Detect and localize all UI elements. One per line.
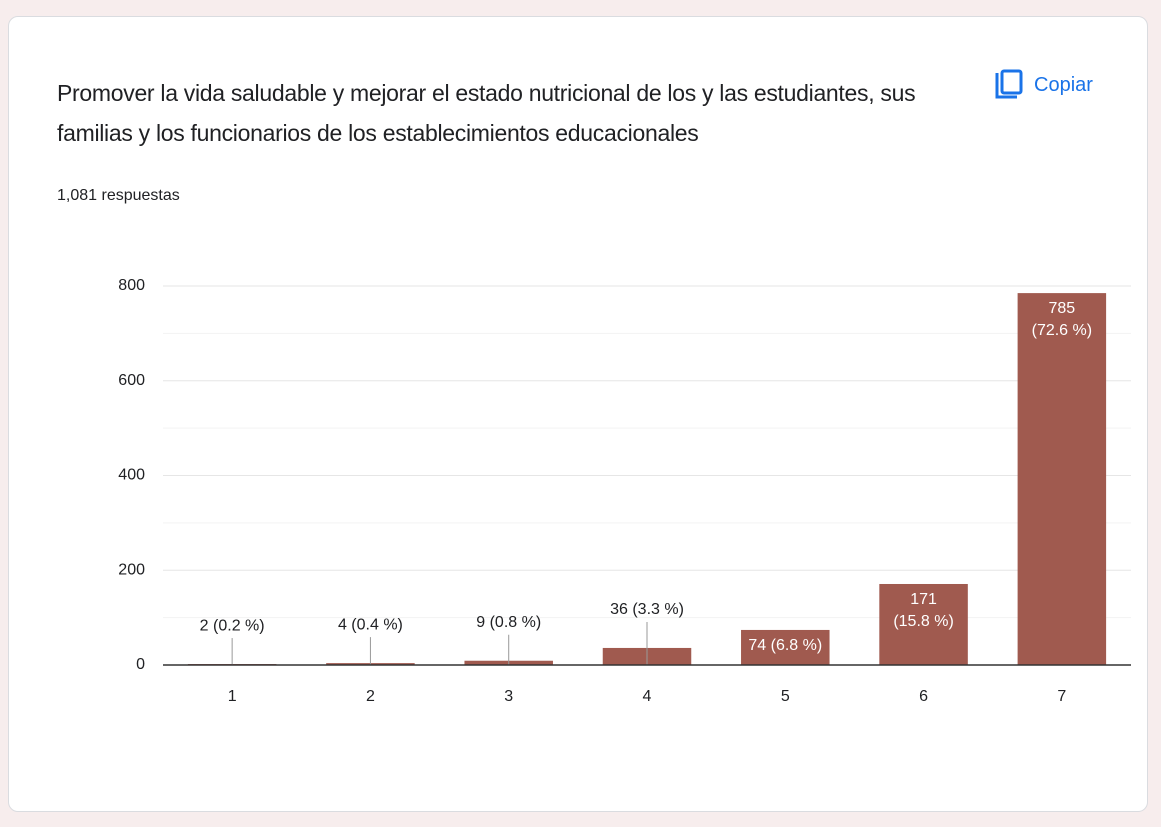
- bar: [1017, 293, 1107, 665]
- x-tick-label: 3: [504, 688, 513, 705]
- data-label: 74 (6.8 %): [748, 637, 822, 654]
- y-tick-label: 400: [118, 467, 145, 484]
- data-label: 9 (0.8 %): [476, 614, 541, 631]
- data-label: 2 (0.2 %): [200, 617, 265, 634]
- y-tick-label: 200: [118, 561, 145, 578]
- x-tick-label: 7: [1057, 688, 1066, 705]
- copy-icon: [995, 69, 1023, 99]
- copy-label[interactable]: Copiar: [1034, 73, 1093, 96]
- x-tick-label: 6: [919, 688, 928, 705]
- copy-button[interactable]: Copiar: [994, 69, 1093, 101]
- x-tick-label: 5: [781, 688, 790, 705]
- question-title: Promover la vida saludable y mejorar el …: [57, 80, 916, 146]
- card: Promover la vida saludable y mejorar el …: [8, 16, 1148, 812]
- data-label: 171 (15.8 %): [893, 591, 953, 630]
- x-tick-label: 4: [643, 688, 652, 705]
- data-label: 785 (72.6 %): [1032, 300, 1092, 339]
- bar: [879, 583, 968, 665]
- y-tick-label: 600: [118, 372, 145, 389]
- y-tick-label: 800: [118, 277, 145, 294]
- x-tick-label: 2: [366, 688, 375, 705]
- x-tick-label: 1: [228, 688, 237, 705]
- y-tick-label: 0: [136, 656, 145, 673]
- data-label: 4 (0.4 %): [338, 616, 403, 633]
- response-count: 1,081 respuestas: [57, 187, 180, 204]
- bar: [741, 629, 830, 665]
- data-label: 36 (3.3 %): [610, 601, 684, 618]
